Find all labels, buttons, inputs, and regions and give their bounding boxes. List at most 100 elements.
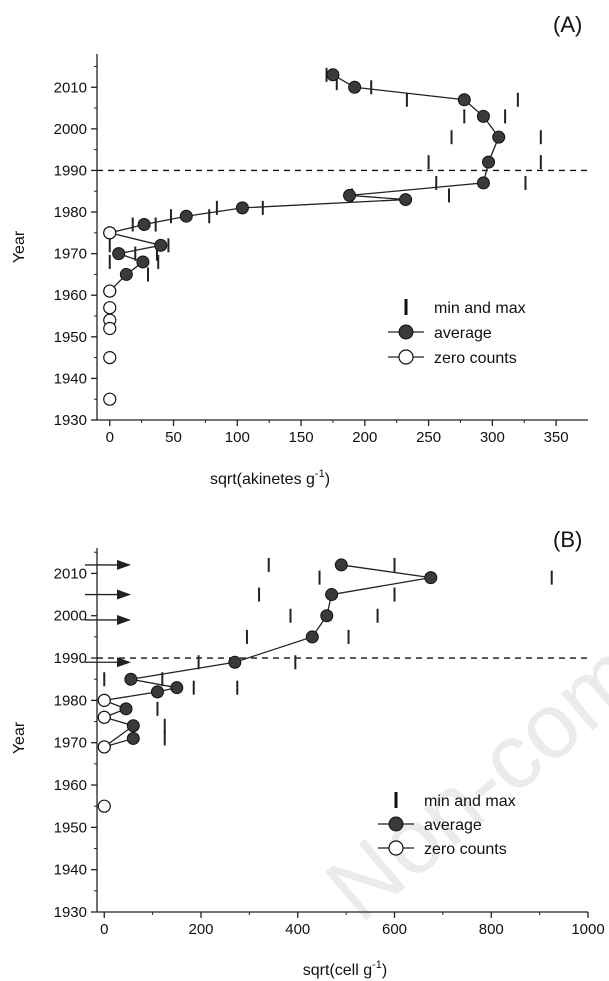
- panel-b-arrow-head-1999: [117, 614, 131, 625]
- panel-a-x-tick-label-100: 100: [225, 429, 250, 446]
- panel-a-x-axis-label-main: sqrt(akinetes g: [210, 471, 315, 488]
- panel-b-legend-zero-swatch: [388, 840, 404, 856]
- panel-a-average-point-16: [119, 267, 133, 281]
- panel-a-zero-point-5: [103, 351, 117, 365]
- panel-b-average-line: [101, 564, 431, 748]
- panel-b-zero-point-1: [97, 710, 111, 724]
- panel-a-y-tick-label-1990: 1990: [54, 162, 87, 179]
- panel-a-average-point-5: [482, 155, 496, 169]
- panel-b-x-tick-label-800: 800: [479, 921, 504, 938]
- panel-a-average-point-4: [492, 130, 506, 144]
- panel-b-zero-point-2: [97, 740, 111, 754]
- panel-b-average-point-12: [126, 719, 140, 733]
- panel-b-y-tick-label-1960: 1960: [54, 777, 87, 794]
- watermark: Non-commer: [308, 521, 609, 941]
- panel-a-average-point-15: [136, 255, 150, 269]
- panel-a-y-axis-label: Year: [11, 230, 28, 263]
- panel-a-y-tick-label-1930: 1930: [54, 412, 87, 429]
- panel-b-x-tick-label-1000: 1000: [571, 921, 604, 938]
- panel-b-y-tick-label-1970: 1970: [54, 735, 87, 752]
- panel-a-zero-point-0: [103, 226, 117, 240]
- panel-b-y-tick-label-2010: 2010: [54, 565, 87, 582]
- panel-a-y-tick-label-2000: 2000: [54, 121, 87, 138]
- panel-a-x-tick-label-0: 0: [106, 429, 114, 446]
- panel-b-marks: [85, 557, 588, 813]
- panel-a-average-point-14: [112, 247, 126, 261]
- panel-b-legend-label-2: zero counts: [424, 841, 507, 858]
- panel-a-legend-zero-swatch: [398, 349, 414, 365]
- panel-a-letter: (A): [553, 12, 582, 37]
- panel-b: (B) Year sqrt(cell g-1) 1930 1940 1950 1960…: [11, 527, 605, 979]
- panel-a-x-tick-label-150: 150: [289, 429, 314, 446]
- panel-b-zero-point-0: [97, 693, 111, 707]
- panel-b-average-point-0: [334, 558, 348, 572]
- panel-a-y-tick-label-1960: 1960: [54, 287, 87, 304]
- panel-b-average-point-7: [170, 681, 184, 695]
- panel-b-y-tick-label-1990: 1990: [54, 650, 87, 667]
- panel-a-zero-point-4: [103, 321, 117, 336]
- panel-b-y-tick-label-1940: 1940: [54, 862, 87, 879]
- panel-b-x-axis-label: sqrt(cell g-1): [303, 959, 387, 979]
- panel-b-x-tick-label-400: 400: [285, 921, 310, 938]
- panel-a-average-line: [109, 74, 500, 292]
- panel-a-average-point-8: [399, 193, 413, 207]
- panel-b-average-point-1: [424, 571, 438, 585]
- panel-a-x-axis-label-sup: -1: [315, 468, 325, 480]
- panel-b-zero-point-3: [97, 799, 111, 813]
- panel-a-x-tick-label-350: 350: [544, 429, 569, 446]
- panel-a-legend-average-swatch: [398, 324, 414, 340]
- panel-a-legend: min and max average zero counts: [388, 299, 526, 367]
- panel-a-y-tick-label-1970: 1970: [54, 246, 87, 263]
- panel-b-average-point-8: [150, 685, 164, 699]
- panel-a-y-tick-label-1980: 1980: [54, 204, 87, 221]
- panel-b-x-tick-label-200: 200: [188, 921, 213, 938]
- panel-a-average-point-2: [457, 93, 471, 107]
- panel-b-y-tick-label-1980: 1980: [54, 692, 87, 709]
- panel-b-legend-label-1: average: [424, 817, 482, 834]
- panel-a-x-tick-label-50: 50: [165, 429, 182, 446]
- panel-b-legend-label-0: min and max: [424, 793, 516, 810]
- panel-a-x-tick-label-200: 200: [352, 429, 377, 446]
- panel-b-arrow-head-2005: [117, 589, 131, 600]
- panel-b-legend: min and max average zero counts: [378, 792, 516, 858]
- panel-a-x-axis-label: sqrt(akinetes g-1): [210, 468, 330, 488]
- panel-b-y-axis-label: Year: [11, 721, 28, 754]
- panel-b-arrow-head-1989: [117, 657, 131, 668]
- panel-a-zero-point-1: [103, 284, 117, 298]
- panel-a-average-point-9: [235, 201, 249, 215]
- panel-a-average-point-13: [154, 238, 168, 252]
- panel-a-zero-point-2: [103, 301, 117, 315]
- panel-a-average-point-6: [476, 176, 490, 190]
- panel-b-legend-average-swatch: [388, 816, 404, 832]
- panel-b-y-tick-label-1930: 1930: [54, 904, 87, 921]
- panel-a-y-tick-label-2010: 2010: [54, 79, 87, 96]
- panel-b-average-point-5: [228, 655, 242, 669]
- panel-b-x-tick-label-600: 600: [382, 921, 407, 938]
- panel-a-x-tick-label-300: 300: [480, 429, 505, 446]
- panel-b-letter: (B): [553, 527, 582, 552]
- panel-a-zero-point-6: [103, 392, 117, 406]
- panel-b-y-tick-label-1950: 1950: [54, 819, 87, 836]
- panel-b-average-point-10: [119, 702, 133, 716]
- panel-b-axes: 1930 1940 1950 1960 1970 1980 1990 2000 2010 0 200…: [54, 548, 605, 938]
- panel-b-average-point-4: [305, 630, 319, 644]
- panel-b-x-tick-label-0: 0: [100, 921, 108, 938]
- panel-a-legend-label-2: zero counts: [434, 350, 517, 367]
- panel-b-x-axis-label-main: sqrt(cell g: [303, 962, 372, 979]
- panel-a-x-axis-label-close: ): [325, 471, 330, 488]
- panel-a-y-tick-label-1950: 1950: [54, 329, 87, 346]
- panel-a-legend-label-0: min and max: [434, 300, 526, 317]
- panel-b-arrow-head-2012: [117, 559, 131, 570]
- panel-a-legend-label-1: average: [434, 325, 492, 342]
- panel-b-x-axis-label-sup: -1: [372, 959, 382, 971]
- panel-b-average-point-6: [124, 672, 138, 686]
- panel-a-axes: 1930 1940 1950 1960 1970 1980 1990 2000 2010 0 50 1…: [54, 54, 588, 446]
- panel-b-average-point-2: [325, 588, 339, 602]
- panel-b-y-tick-label-2000: 2000: [54, 608, 87, 625]
- panel-b-average-point-3: [320, 609, 334, 623]
- panel-a-average-point-7: [343, 188, 357, 202]
- panel-a-average-point-1: [348, 80, 362, 94]
- panel-a-marks: [97, 67, 588, 406]
- panel-a-average-point-10: [179, 209, 193, 223]
